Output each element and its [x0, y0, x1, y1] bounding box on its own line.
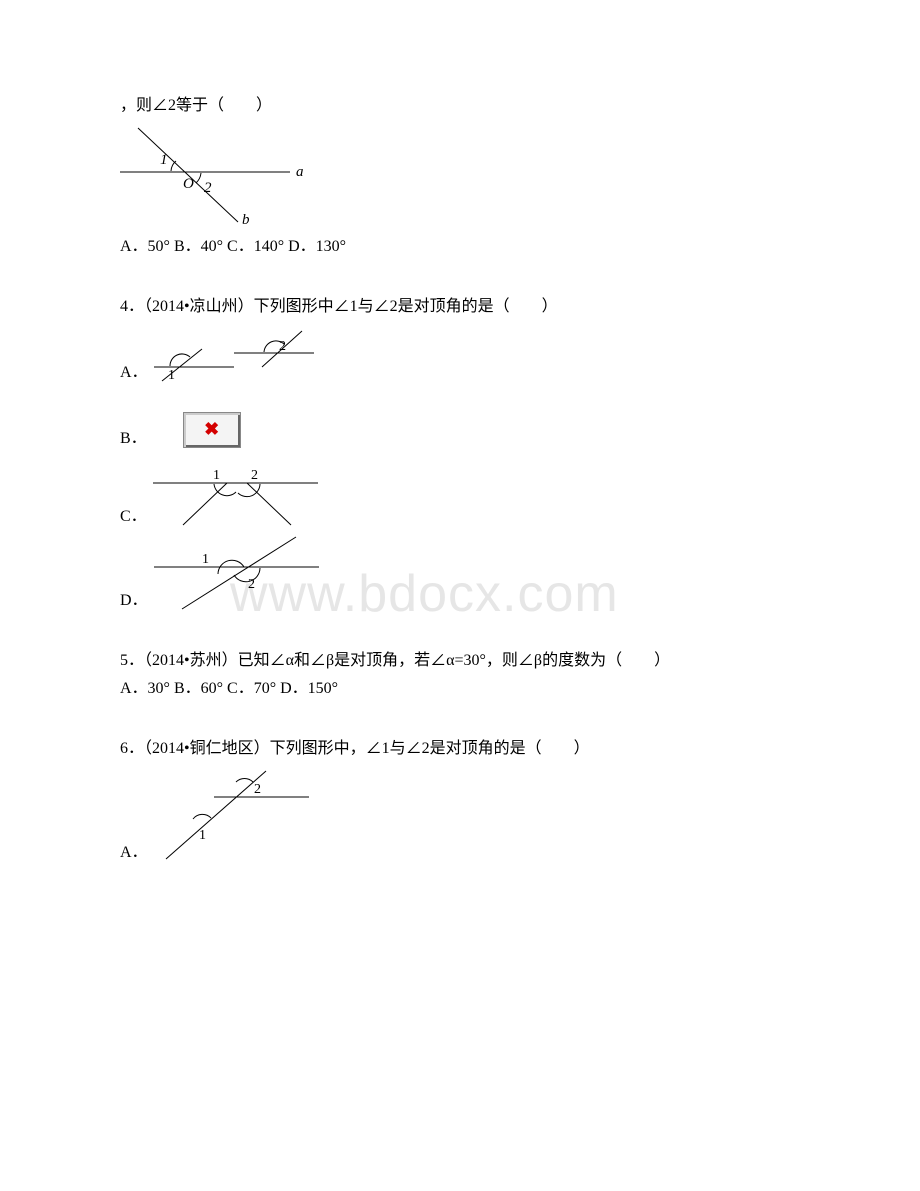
q4-optA-label: A． [120, 361, 148, 385]
q4a-label-2: 2 [279, 339, 286, 354]
q3-label-1: 1 [160, 152, 168, 168]
q3-arc2 [196, 173, 201, 183]
q4-optD-diagram: 1 2 [154, 533, 324, 613]
q4-optD-label: D． [120, 589, 148, 613]
q6-optA-label: A． [120, 841, 148, 865]
q4-optD: D． 1 2 [120, 533, 800, 613]
q6-stem: 6．（2014•铜仁地区）下列图形中，∠1与∠2是对顶角的是（ ） [120, 737, 800, 761]
q4c-arc1 [214, 484, 236, 496]
q3-line-b [138, 128, 238, 222]
q3-label-O: O [183, 176, 194, 192]
q6a-d [166, 771, 266, 859]
q5-stem: 5．（2014•苏州）已知∠α和∠β是对顶角，若∠α=30°，则∠β的度数为（ … [120, 649, 800, 673]
q4-optA-diagram: 1 2 [154, 323, 319, 385]
page: www.bdocx.com ，则∠2等于（ ） 1 O 2 a b A．50° … [0, 0, 920, 929]
q6a-arc2 [236, 778, 253, 782]
q3-diagram: 1 O 2 a b [120, 124, 310, 229]
q5-options: A．30° B．60° C．70° D．150° [120, 677, 800, 701]
q4c-d2 [247, 483, 291, 525]
q4a-arc1 [170, 354, 190, 366]
q4-optC-diagram: 1 2 [153, 461, 323, 529]
q3-figure: 1 O 2 a b [120, 124, 800, 229]
q4d-label-2: 2 [248, 577, 255, 592]
q3-label-a: a [296, 164, 304, 180]
q4a-label-1: 1 [168, 368, 175, 383]
q4c-d1 [183, 483, 227, 525]
q4-stem: 4．（2014•凉山州）下列图形中∠1与∠2是对顶角的是（ ） [120, 295, 800, 319]
q4c-arc2 [238, 484, 260, 497]
q3-options: A．50° B．40° C．140° D．130° [120, 235, 800, 259]
q4d-label-1: 1 [202, 552, 209, 567]
broken-image-icon [183, 412, 241, 448]
q4d-d [182, 537, 296, 609]
q4-optC: C． 1 2 [120, 461, 800, 529]
q3-label-b: b [242, 212, 250, 228]
q6a-arc1 [193, 814, 211, 819]
q4-optA: A． 1 2 [120, 323, 800, 385]
content-area: ，则∠2等于（ ） 1 O 2 a b A．50° B．40° C．140° D… [120, 94, 800, 865]
q3-label-2: 2 [204, 180, 212, 196]
q4c-label-1: 1 [213, 468, 220, 483]
q6a-label-1: 1 [199, 828, 206, 843]
q4-optB: B． [120, 397, 800, 457]
q6a-label-2: 2 [254, 782, 261, 797]
q6-optA-diagram: 1 2 [154, 765, 314, 865]
q4-optC-label: C． [120, 505, 147, 529]
q4c-label-2: 2 [251, 468, 258, 483]
q4-optB-label: B． [120, 427, 147, 451]
q3-stem: ，则∠2等于（ ） [120, 94, 800, 118]
q4d-arc2 [234, 568, 260, 582]
q6-optA: A． 1 2 [120, 765, 800, 865]
